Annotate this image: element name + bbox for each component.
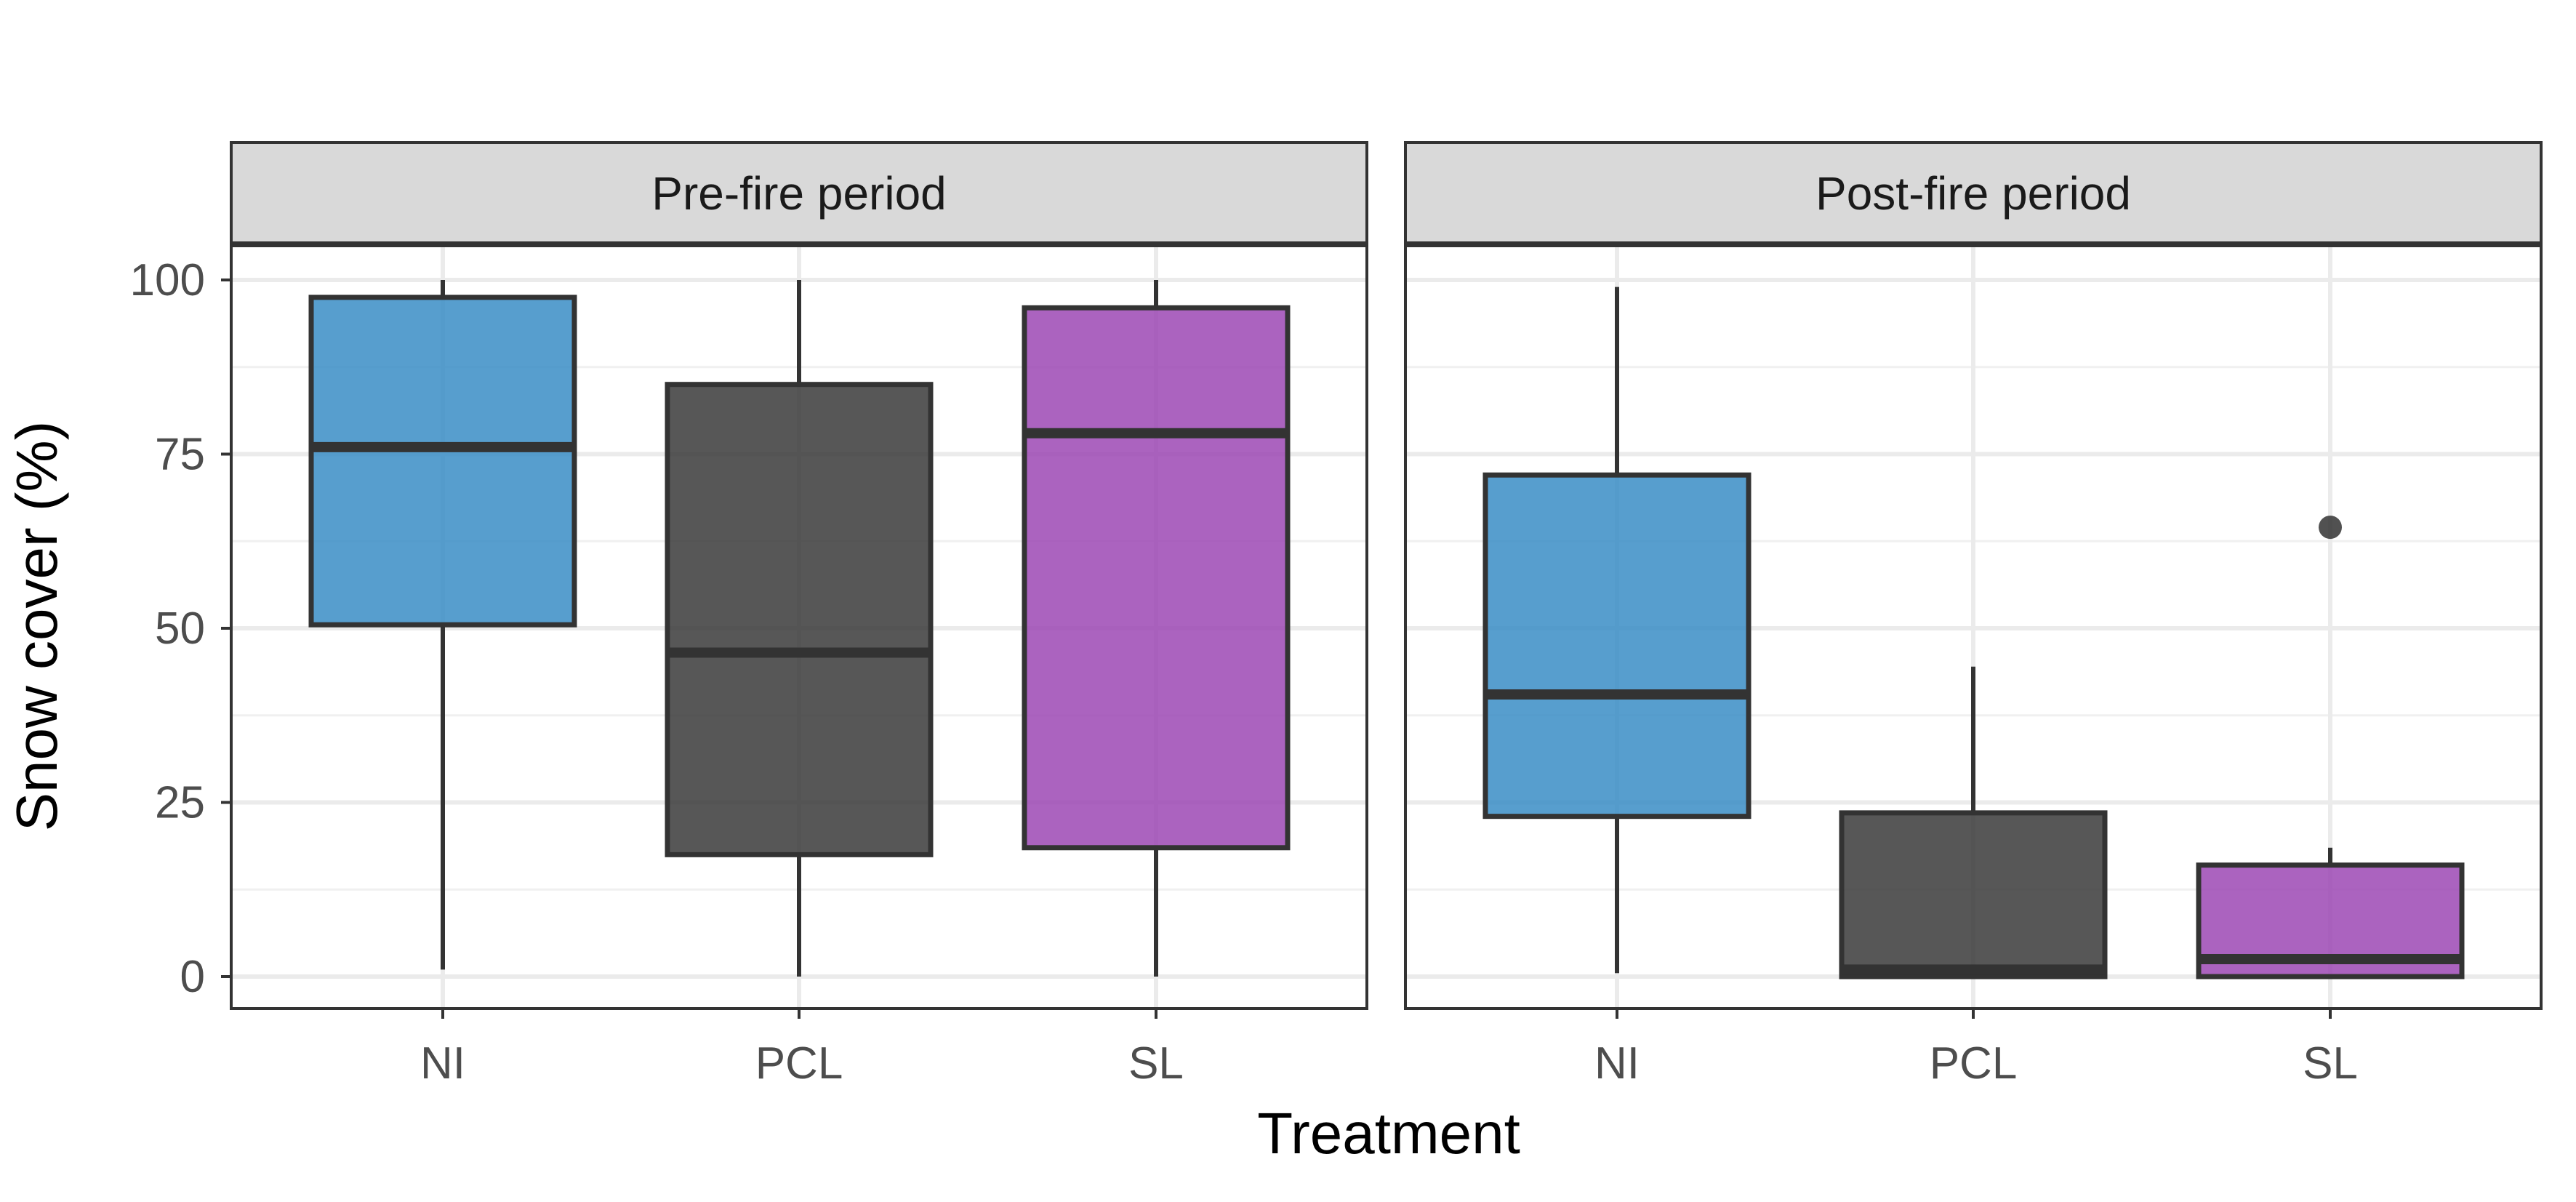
x-tick-label: NI — [420, 1038, 465, 1089]
x-axis-title: Treatment — [1257, 1101, 1520, 1166]
box-ni — [308, 295, 577, 628]
y-axis-title: Snow cover (%) — [4, 421, 69, 832]
y-tick-label: 0 — [180, 952, 205, 1002]
box-pcl — [1839, 810, 2108, 979]
x-tick-label: NI — [1594, 1038, 1640, 1089]
box-ni — [1482, 472, 1752, 820]
facet-strip — [230, 141, 1368, 244]
facet-panel: Pre-fire period NI PCL SL — [230, 141, 1368, 1089]
x-tick-label: SL — [1128, 1038, 1184, 1089]
x-tick-label: PCL — [1930, 1038, 2018, 1089]
facet-strip-label: Pre-fire period — [651, 167, 947, 220]
box-sl — [1022, 305, 1291, 851]
y-tick-label: 75 — [155, 430, 205, 480]
facet-strip — [1404, 141, 2543, 244]
y-tick-label: 25 — [155, 778, 205, 828]
facet-strip-label: Post-fire period — [1815, 167, 2131, 220]
y-tick-label: 50 — [155, 604, 205, 654]
facet-panel: Post-fire period NI PCL SL — [1404, 141, 2543, 1089]
x-tick-label: PCL — [755, 1038, 843, 1089]
box-pcl — [665, 382, 934, 857]
outlier-point — [2319, 516, 2342, 540]
x-tick-label: SL — [2303, 1038, 2358, 1089]
y-tick-label: 100 — [130, 255, 205, 305]
